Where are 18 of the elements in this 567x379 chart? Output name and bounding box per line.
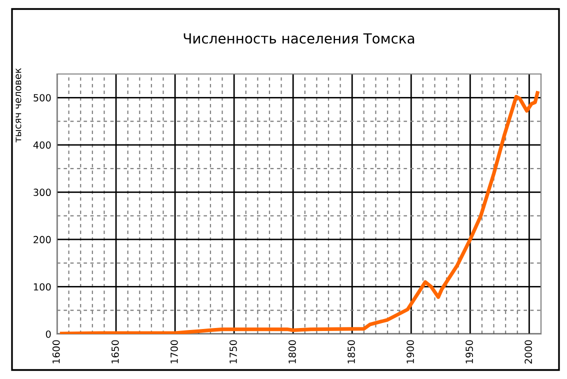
y-tick-label: 400 xyxy=(33,141,51,149)
y-tick-label: 300 xyxy=(34,188,51,196)
x-tick-label: 2000 xyxy=(524,340,532,364)
x-tick-label: 1950 xyxy=(466,340,473,364)
chart-title: Численность населения Томска xyxy=(184,33,414,44)
x-tick-label: 1850 xyxy=(348,340,355,364)
x-tick-label: 1650 xyxy=(111,340,119,364)
y-axis-title: тысяч человек xyxy=(16,68,22,142)
x-tick-label: 1700 xyxy=(170,340,178,364)
y-tick-label: 500 xyxy=(34,94,51,102)
line-series xyxy=(60,91,540,334)
x-tick-label: 1800 xyxy=(288,340,296,364)
x-tick-label: 1750 xyxy=(230,340,237,364)
x-tick-label: 1900 xyxy=(406,340,414,364)
y-tick-label: 0 xyxy=(46,330,51,338)
y-tick-label: 200 xyxy=(34,236,51,244)
y-tick-label: 100 xyxy=(34,283,51,291)
x-tick-label: 1600 xyxy=(52,340,60,364)
